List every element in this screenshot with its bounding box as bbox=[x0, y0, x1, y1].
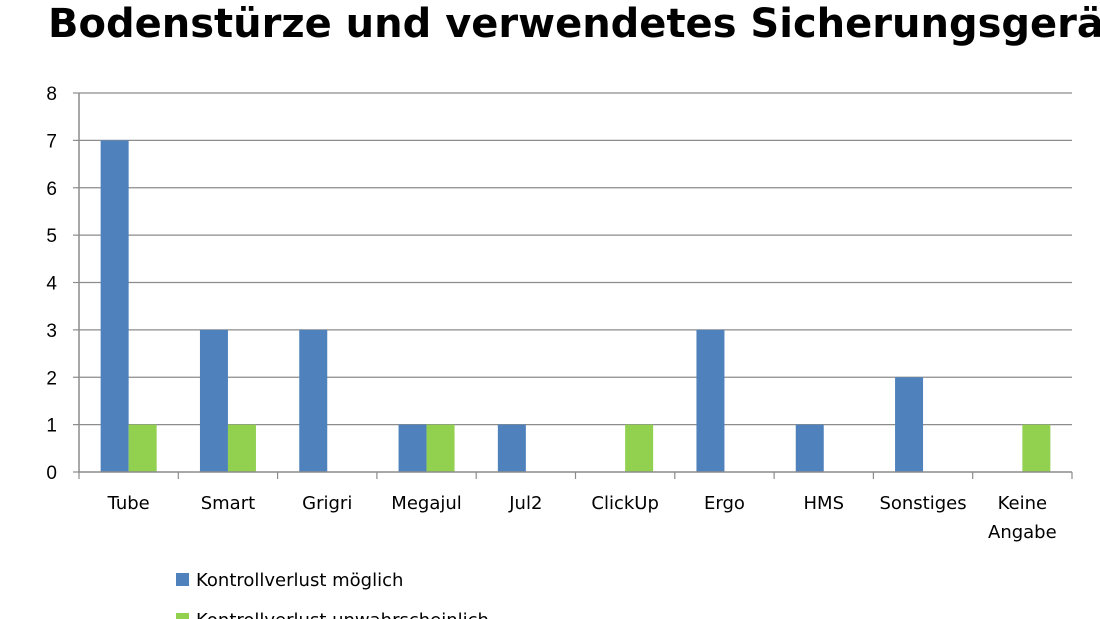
legend-swatch bbox=[176, 613, 189, 619]
y-tick-labels: 0 1 2 3 4 5 6 7 8 bbox=[46, 84, 57, 484]
bar bbox=[199, 329, 228, 472]
bar bbox=[398, 424, 427, 472]
legend-label: Kontrollverlust unwahrscheinlich bbox=[196, 610, 489, 619]
x-tick-label: Jul2 bbox=[508, 493, 542, 514]
chart-title: Bodenstürze und verwendetes Sicherungsge… bbox=[48, 1, 1100, 47]
y-tick-label: 7 bbox=[46, 131, 57, 152]
bar bbox=[100, 140, 129, 472]
y-tick-label: 1 bbox=[46, 416, 57, 437]
x-tick-labels: Tube Smart Grigri Megajul Jul2 ClickUp Ergo HMS… bbox=[107, 493, 1057, 543]
x-tick-label: Grigri bbox=[302, 493, 352, 514]
bar bbox=[1022, 424, 1051, 472]
x-tick-label: HMS bbox=[804, 493, 845, 514]
bars bbox=[100, 140, 1051, 472]
x-tick-label: Tube bbox=[107, 493, 150, 514]
x-tick-label: Smart bbox=[201, 493, 255, 514]
bar bbox=[625, 424, 654, 472]
bar bbox=[895, 377, 924, 472]
bar bbox=[426, 424, 455, 472]
legend: Kontrollverlust möglich Kontrollverlust u… bbox=[176, 570, 489, 619]
y-tick-label: 2 bbox=[46, 368, 57, 389]
x-tick-label: Megajul bbox=[391, 493, 461, 514]
y-tick-label: 6 bbox=[46, 179, 57, 200]
x-tick-label: Ergo bbox=[704, 493, 745, 514]
x-tick-label: ClickUp bbox=[591, 493, 659, 514]
x-tick-label: Keine Angabe bbox=[988, 493, 1057, 543]
bar bbox=[795, 424, 824, 472]
x-tick-label: Sonstiges bbox=[879, 493, 966, 514]
y-tick-label: 0 bbox=[46, 463, 57, 484]
bar bbox=[227, 424, 256, 472]
y-tick-label: 8 bbox=[46, 84, 57, 105]
axes bbox=[73, 92, 1073, 479]
bar bbox=[696, 329, 725, 472]
legend-swatch bbox=[176, 573, 189, 586]
legend-label: Kontrollverlust möglich bbox=[196, 570, 403, 591]
y-tick-label: 3 bbox=[46, 321, 57, 342]
bar bbox=[299, 329, 328, 472]
bar bbox=[128, 424, 157, 472]
bar bbox=[497, 424, 526, 472]
y-tick-label: 4 bbox=[46, 274, 57, 295]
y-tick-label: 5 bbox=[46, 226, 57, 247]
